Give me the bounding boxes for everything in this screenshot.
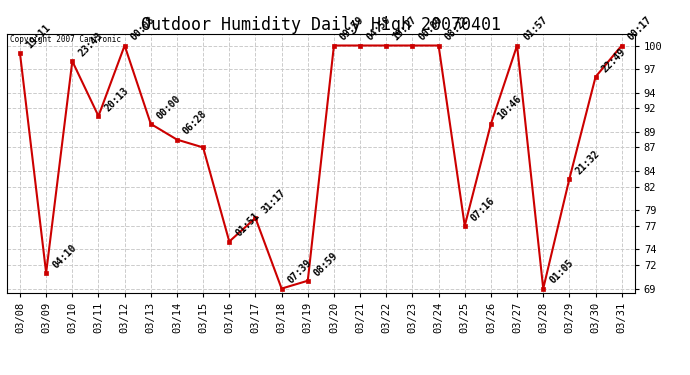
Text: 19:17: 19:17 — [391, 15, 418, 43]
Text: 00:08: 00:08 — [129, 15, 157, 43]
Text: 23:43: 23:43 — [77, 31, 104, 58]
Text: 20:13: 20:13 — [103, 86, 130, 113]
Title: Outdoor Humidity Daily High 20070401: Outdoor Humidity Daily High 20070401 — [141, 16, 501, 34]
Text: 21:32: 21:32 — [573, 148, 602, 176]
Text: 04:50: 04:50 — [364, 15, 392, 43]
Text: 07:16: 07:16 — [469, 195, 497, 223]
Text: 08:59: 08:59 — [312, 250, 339, 278]
Text: 10:46: 10:46 — [495, 93, 523, 121]
Text: 19:11: 19:11 — [24, 23, 52, 51]
Text: 01:05: 01:05 — [547, 258, 575, 286]
Text: Copyright 2007 Cantronic: Copyright 2007 Cantronic — [10, 35, 121, 44]
Text: 04:10: 04:10 — [50, 242, 78, 270]
Text: 00:00: 00:00 — [417, 15, 444, 43]
Text: 00:17: 00:17 — [626, 15, 653, 43]
Text: 22:49: 22:49 — [600, 46, 628, 74]
Text: 08:22: 08:22 — [443, 15, 471, 43]
Text: 00:00: 00:00 — [155, 93, 183, 121]
Text: 31:17: 31:17 — [259, 188, 288, 215]
Text: 01:57: 01:57 — [521, 15, 549, 43]
Text: 07:39: 07:39 — [286, 258, 314, 286]
Text: 01:51: 01:51 — [233, 211, 262, 239]
Text: 09:59: 09:59 — [338, 15, 366, 43]
Text: 06:28: 06:28 — [181, 109, 209, 137]
